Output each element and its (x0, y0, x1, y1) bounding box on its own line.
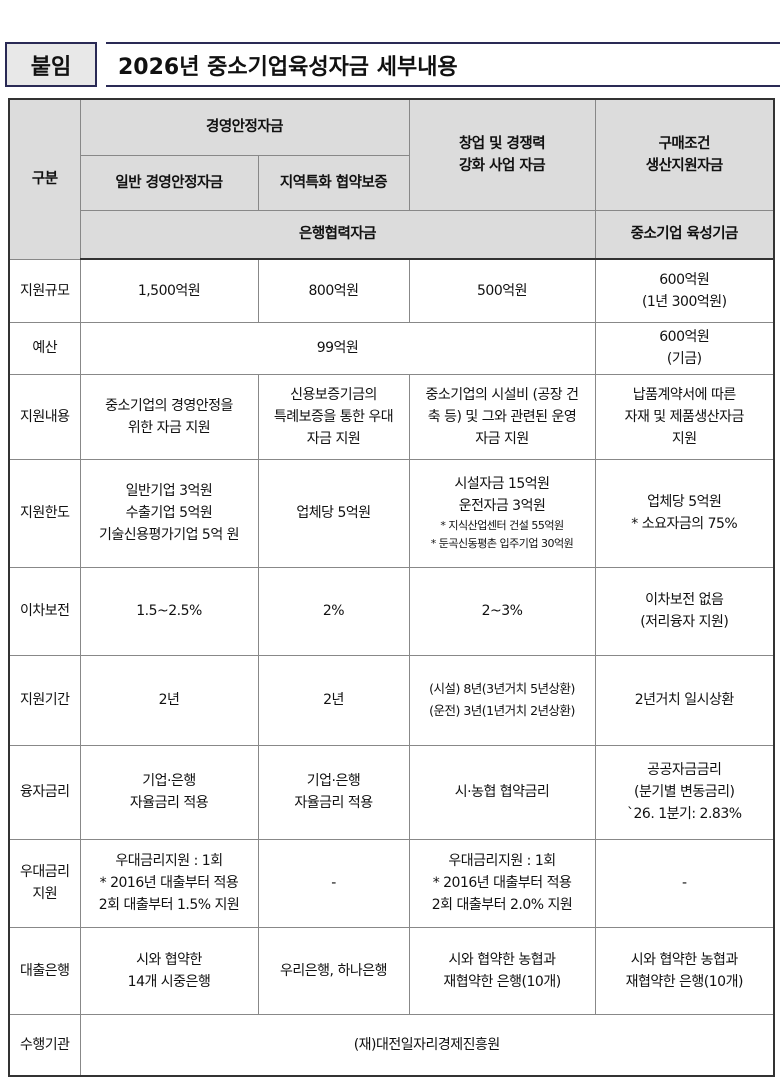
cell: (재)대전일자리경제진흥원 (79, 1013, 775, 1077)
cell: 2년 (79, 654, 259, 746)
cell: 2년거치 일시상환 (594, 654, 775, 746)
cell: 2년 (257, 654, 410, 746)
row-label: 이차보전 (8, 566, 81, 656)
fund-details-table: 구분 경영안정자금 창업 및 경쟁력 강화 사업 자금 구매조건 생산지원자금 … (8, 98, 776, 1077)
header-management-stability: 경영안정자금 (79, 98, 410, 156)
cell: 신용보증기금의 특례보증을 통한 우대 자금 지원 (257, 373, 410, 460)
table-row: 예산 99억원 600억원 (기금) (8, 321, 775, 375)
cell: 업체당 5억원 * 소요자금의 75% (594, 458, 775, 568)
header-regional-guarantee: 지역특화 협약보증 (257, 154, 410, 211)
cell: 2~3% (408, 566, 596, 656)
cell: 중소기업의 시설비 (공장 건 축 등) 및 그와 관련된 운영 자금 지원 (408, 373, 596, 460)
header-category: 구분 (8, 98, 81, 260)
cell: 500억원 (408, 258, 596, 323)
table-row: 지원규모 1,500억원 800억원 500억원 600억원 (1년 300억원… (8, 258, 775, 323)
row-label: 대출은행 (8, 926, 81, 1015)
header-startup-competitiveness: 창업 및 경쟁력 강화 사업 자금 (408, 98, 596, 211)
cell: 납품계약서에 따른 자재 및 제품생산자금 지원 (594, 373, 775, 460)
cell: 일반기업 3억원 수출기업 5억원 기술신용평가기업 5억 원 (79, 458, 259, 568)
cell: 시와 협약한 농협과 재협약한 은행(10개) (594, 926, 775, 1015)
cell: 우대금리지원 : 1회 * 2016년 대출부터 적용 2회 대출부터 1.5%… (79, 838, 259, 928)
header-general-stability: 일반 경영안정자금 (79, 154, 259, 211)
cell: 공공자금금리 (분기별 변동금리) `26. 1분기: 2.83% (594, 744, 775, 840)
cell: 시설자금 15억원 운전자금 3억원 * 지식산업센터 건설 55억원 * 둔곡신동… (408, 458, 596, 568)
cell: 기업·은행 자율금리 적용 (257, 744, 410, 840)
row-label: 융자금리 (8, 744, 81, 840)
cell-note: * 둔곡신동평촌 입주기업 30억원 (430, 537, 574, 550)
header-bank-cooperation: 은행협력자금 (79, 209, 596, 260)
cell: 시·농협 협약금리 (408, 744, 596, 840)
cell: 2% (257, 566, 410, 656)
cell: 99억원 (79, 321, 596, 375)
row-label: 지원규모 (8, 258, 81, 323)
cell: 시와 협약한 14개 시중은행 (79, 926, 259, 1015)
cell: 우대금리지원 : 1회 * 2016년 대출부터 적용 2회 대출부터 2.0%… (408, 838, 596, 928)
cell: 600억원 (기금) (594, 321, 775, 375)
cell: 시와 협약한 농협과 재협약한 은행(10개) (408, 926, 596, 1015)
page-title: 2026년 중소기업육성자금 세부내용 (106, 42, 780, 87)
row-label: 지원내용 (8, 373, 81, 460)
attachment-tag: 붙임 (5, 42, 97, 87)
cell: (시설) 8년(3년거치 5년상환) (운전) 3년(1년거치 2년상환) (408, 654, 596, 746)
cell: 800억원 (257, 258, 410, 323)
cell: 우리은행, 하나은행 (257, 926, 410, 1015)
table-row: 이차보전 1.5~2.5% 2% 2~3% 이차보전 없음 (저리융자 지원) (8, 566, 775, 656)
cell: 600억원 (1년 300억원) (594, 258, 775, 323)
row-label: 수행기관 (8, 1013, 81, 1077)
cell-note: * 지식산업센터 건설 55억원 (440, 519, 564, 532)
cell: 1,500억원 (79, 258, 259, 323)
header-sme-fund: 중소기업 육성기금 (594, 209, 775, 260)
cell: 업체당 5억원 (257, 458, 410, 568)
cell: 1.5~2.5% (79, 566, 259, 656)
row-label: 우대금리 지원 (8, 838, 81, 928)
table-row: 우대금리 지원 우대금리지원 : 1회 * 2016년 대출부터 적용 2회 대… (8, 838, 775, 928)
row-label: 지원기간 (8, 654, 81, 746)
cell: - (257, 838, 410, 928)
cell: 이차보전 없음 (저리융자 지원) (594, 566, 775, 656)
cell-main: 시설자금 15억원 운전자금 3억원 (454, 476, 550, 514)
cell: 중소기업의 경영안정을 위한 자금 지원 (79, 373, 259, 460)
cell: - (594, 838, 775, 928)
table-row: 지원한도 일반기업 3억원 수출기업 5억원 기술신용평가기업 5억 원 업체당… (8, 458, 775, 568)
row-label: 지원한도 (8, 458, 81, 568)
row-label: 예산 (8, 321, 81, 375)
cell: 기업·은행 자율금리 적용 (79, 744, 259, 840)
table-row: 지원내용 중소기업의 경영안정을 위한 자금 지원 신용보증기금의 특례보증을 … (8, 373, 775, 460)
table-row: 대출은행 시와 협약한 14개 시중은행 우리은행, 하나은행 시와 협약한 농… (8, 926, 775, 1015)
header-purchase-production: 구매조건 생산지원자금 (594, 98, 775, 211)
table-row: 지원기간 2년 2년 (시설) 8년(3년거치 5년상환) (운전) 3년(1년… (8, 654, 775, 746)
table-row: 수행기관 (재)대전일자리경제진흥원 (8, 1013, 775, 1077)
table-row: 융자금리 기업·은행 자율금리 적용 기업·은행 자율금리 적용 시·농협 협약… (8, 744, 775, 840)
